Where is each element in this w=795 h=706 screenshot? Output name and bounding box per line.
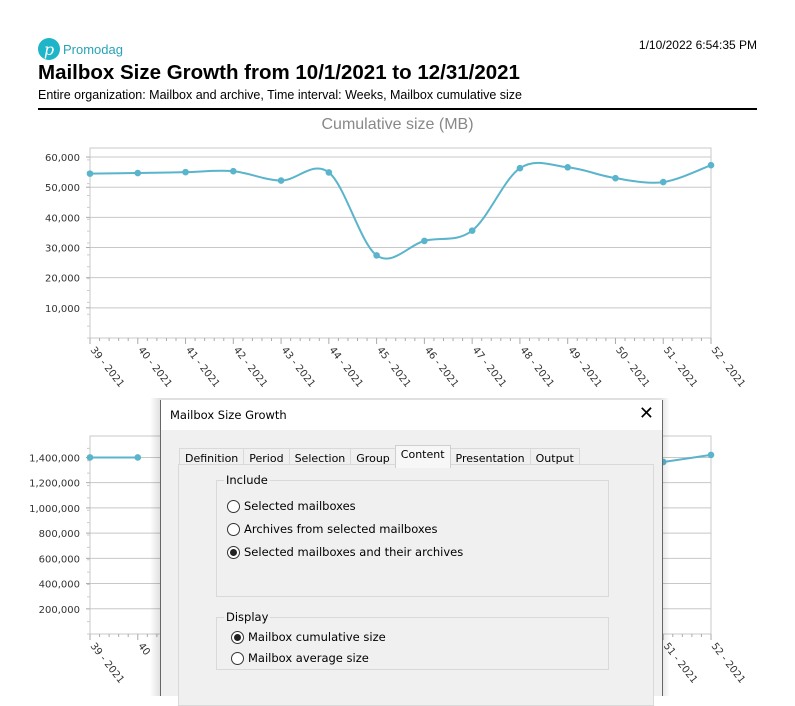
tab-strip: Definition Period Selection Group Conten… [179, 445, 580, 468]
y-tick-label: 800,000 [39, 529, 80, 540]
y-tick-label: 10,000 [45, 304, 80, 315]
data-point [421, 237, 428, 245]
display-legend: Display [226, 610, 269, 624]
x-tick-label: 44 - 2021 [326, 345, 364, 390]
y-tick-label: 1,000,000 [29, 504, 80, 515]
radio-archives-from-selected[interactable]: Archives from selected mailboxes [227, 522, 437, 536]
dialog-title-bar: Mailbox Size Growth ✕ [161, 400, 662, 430]
data-point [86, 170, 94, 177]
radio-button-selected[interactable] [231, 630, 244, 644]
header-divider [38, 108, 757, 110]
data-point [182, 168, 189, 176]
radio-button[interactable] [231, 651, 244, 665]
data-point [373, 252, 380, 259]
report-timestamp: 1/10/2022 6:54:35 PM [638, 38, 757, 52]
x-tick-label: 49 - 2021 [565, 345, 603, 390]
tab-period[interactable]: Period [243, 448, 290, 468]
mailbox-size-growth-dialog: Mailbox Size Growth ✕ Definition Period … [160, 400, 663, 706]
radio-mailboxes-and-archives[interactable]: Selected mailboxes and their archives [227, 545, 463, 559]
data-point [659, 178, 667, 186]
radio-button[interactable] [227, 499, 240, 513]
promodag-logo: p Promodag [38, 38, 123, 60]
x-tick-label: 48 - 2021 [518, 345, 556, 390]
report-subtitle: Entire organization: Mailbox and archive… [38, 88, 523, 102]
radio-label: Selected mailboxes and their archives [244, 545, 464, 559]
y-tick-label: 20,000 [45, 274, 80, 285]
data-point [468, 227, 476, 234]
data-point [86, 454, 94, 461]
chart-title: Cumulative size (MB) [321, 116, 474, 133]
data-point [325, 169, 333, 176]
x-tick-label: 43 - 2021 [279, 345, 317, 390]
tab-output[interactable]: Output [529, 448, 580, 468]
data-point [707, 451, 715, 459]
radio-label: Archives from selected mailboxes [244, 522, 438, 536]
data-point [277, 177, 285, 184]
radio-label: Mailbox average size [248, 651, 369, 665]
content-tab-panel: Include Selected mailboxes Archives from… [178, 464, 654, 706]
data-point [134, 454, 142, 461]
y-tick-label: 200,000 [39, 605, 80, 616]
tab-content[interactable]: Content [394, 445, 451, 468]
y-tick-label: 1,200,000 [29, 479, 80, 490]
y-tick-label: 600,000 [39, 554, 80, 565]
radio-cumulative-size[interactable]: Mailbox cumulative size [231, 630, 386, 644]
report-title: Mailbox Size Growth from 10/1/2021 to 12… [38, 61, 520, 84]
y-tick-label: 30,000 [45, 244, 80, 255]
x-tick-label: 47 - 2021 [470, 345, 508, 390]
x-tick-label: 46 - 2021 [422, 345, 460, 390]
x-tick-label: 42 - 2021 [231, 345, 269, 390]
x-tick-label: 52 - 2021 [709, 641, 747, 686]
include-group: Include [216, 473, 609, 597]
x-tick-label: 40 - 2021 [135, 345, 173, 390]
cumulative-size-chart: 10,000 20,000 30,000 40,000 50,000 60,000 39 -… [45, 147, 747, 390]
radio-average-size[interactable]: Mailbox average size [231, 651, 369, 665]
x-tick-label: 50 - 2021 [613, 345, 651, 390]
tab-group[interactable]: Group [350, 448, 396, 468]
radio-label: Mailbox cumulative size [248, 630, 386, 644]
radio-selected-mailboxes[interactable]: Selected mailboxes [227, 499, 356, 513]
brand-name: Promodag [63, 41, 123, 57]
x-tick-label: 45 - 2021 [374, 345, 412, 390]
x-tick-label: 51 - 2021 [661, 345, 699, 390]
radio-button[interactable] [227, 522, 240, 536]
radio-label: Selected mailboxes [244, 499, 356, 513]
series-line [89, 161, 712, 260]
y-tick-label: 1,400,000 [29, 453, 80, 464]
data-point [134, 169, 142, 177]
tab-selection[interactable]: Selection [288, 448, 352, 468]
x-tick-label: 41 - 2021 [183, 345, 221, 390]
y-tick-label: 60,000 [45, 153, 80, 164]
x-tick-label: 39 - 2021 [88, 641, 126, 686]
data-point [564, 164, 571, 171]
display-group: Display [216, 610, 609, 670]
include-legend: Include [226, 473, 268, 487]
data-point [707, 161, 715, 169]
y-tick-label: 40,000 [45, 213, 80, 224]
x-tick-label: 52 - 2021 [709, 345, 747, 390]
logo-mark: p [38, 38, 60, 60]
data-point [230, 167, 237, 175]
y-tick-label: 50,000 [45, 183, 80, 194]
y-tick-label: 400,000 [39, 580, 80, 591]
data-point [516, 164, 524, 172]
dialog-title: Mailbox Size Growth [170, 408, 287, 422]
radio-button-selected[interactable] [227, 545, 240, 559]
data-point [612, 174, 619, 182]
series-line [663, 453, 712, 463]
x-tick-label: 39 - 2021 [88, 345, 126, 390]
close-icon[interactable]: ✕ [638, 403, 654, 424]
